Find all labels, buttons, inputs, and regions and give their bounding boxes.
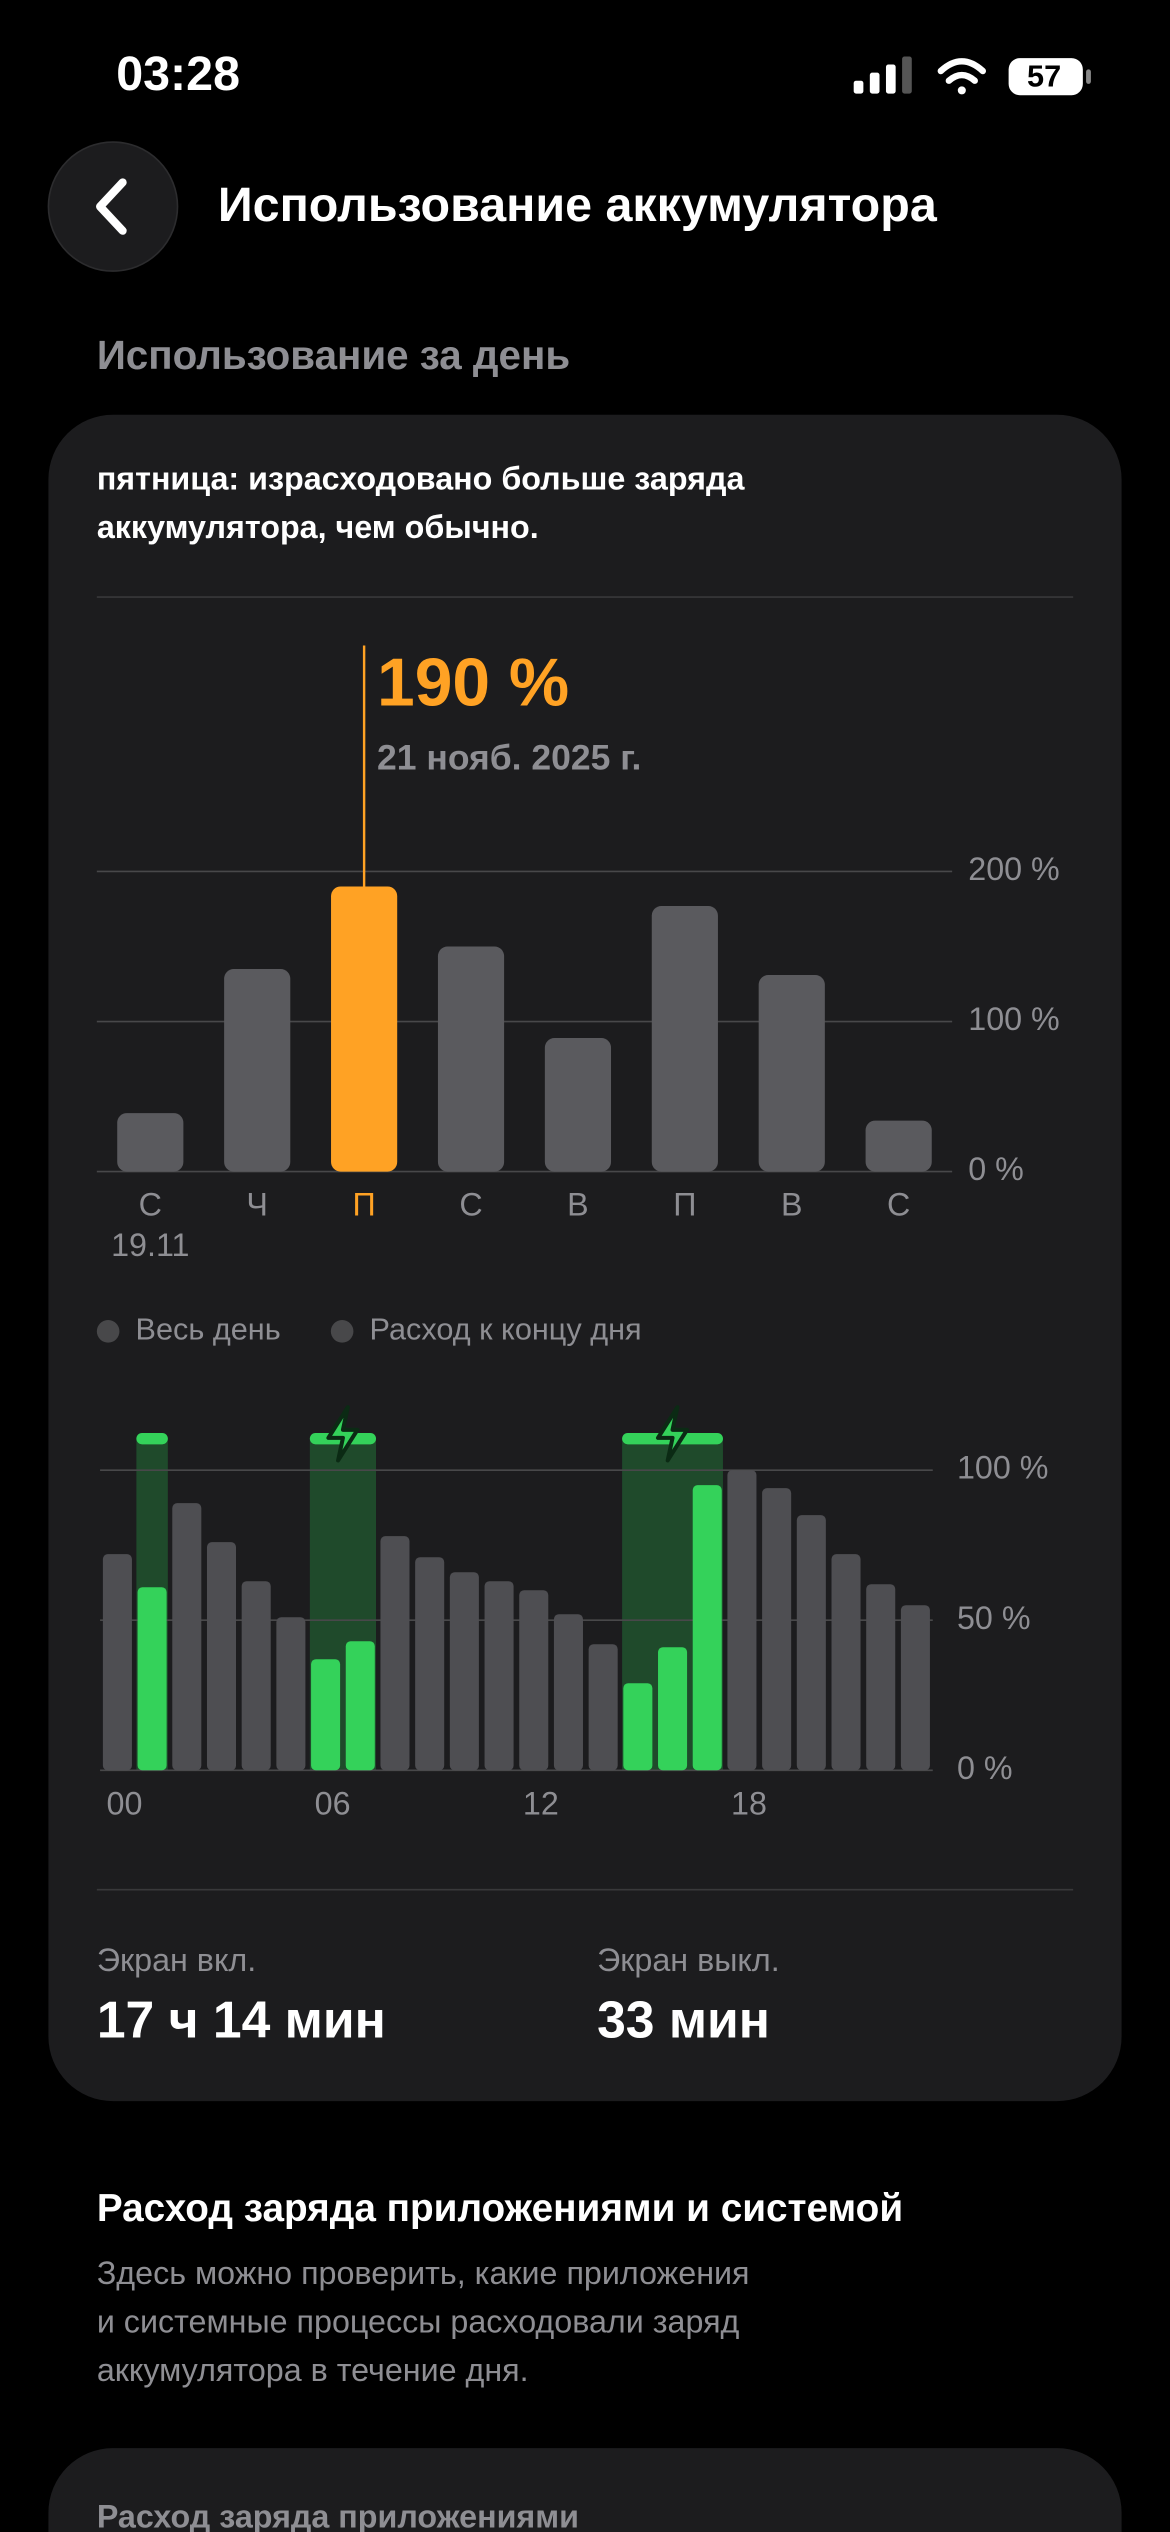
bar	[241, 1581, 271, 1771]
bar	[102, 1554, 132, 1771]
x-tick-label: Ч	[246, 1187, 268, 1223]
screen-off-value: 33 мин	[597, 1990, 770, 2048]
note-line: аккумулятора, чем обычно.	[97, 509, 539, 545]
apps-description: и системные процессы расходовали заряд	[97, 2303, 740, 2339]
status-time: 03:28	[116, 47, 240, 101]
section-title: Использование за день	[97, 332, 570, 378]
apps-card-title: Расход заряда приложениями	[97, 2499, 579, 2532]
apps-title: Расход заряда приложениями и системой	[97, 2187, 903, 2230]
usage-card	[48, 414, 1122, 2102]
battery-level: 57	[1027, 59, 1061, 93]
apps-description: Здесь можно проверить, какие приложения	[97, 2255, 750, 2291]
bar	[831, 1554, 861, 1771]
bar	[311, 1659, 341, 1771]
x-tick-label: С	[459, 1187, 482, 1223]
bar	[137, 1587, 167, 1771]
x-tick-label: В	[567, 1187, 589, 1223]
bar	[865, 1120, 932, 1172]
bar	[345, 1641, 375, 1771]
bar	[758, 974, 825, 1172]
bar	[553, 1614, 583, 1771]
bar	[588, 1644, 618, 1771]
bar	[206, 1542, 237, 1771]
bar	[437, 946, 505, 1172]
bar	[727, 1470, 757, 1771]
x-tick-label: С	[887, 1187, 910, 1223]
bar	[866, 1584, 896, 1771]
battery-icon	[1008, 58, 1083, 96]
y-tick-label: 100 %	[957, 1450, 1048, 1486]
bar	[224, 968, 291, 1172]
legend-dot	[96, 1320, 120, 1343]
charging-bolt	[656, 1405, 690, 1463]
value-label: 190 %	[377, 645, 569, 720]
y-tick-label: 100 %	[968, 1001, 1059, 1037]
x-tick-label: В	[781, 1187, 803, 1223]
annotation-date: 21 нояб. 2025 г.	[377, 737, 641, 777]
legend-dot	[330, 1320, 354, 1343]
legend-label: Весь день	[136, 1312, 281, 1346]
bar	[380, 1536, 410, 1771]
bar	[900, 1605, 930, 1771]
apps-description: аккумулятора в течение дня.	[97, 2352, 529, 2388]
bar	[331, 886, 398, 1172]
screen-on-label: Экран вкл.	[97, 1942, 256, 1978]
bar	[544, 1038, 612, 1172]
bar	[651, 905, 718, 1172]
wifi-icon	[937, 58, 987, 95]
legend-label: Расход к концу дня	[370, 1312, 642, 1346]
x-tick-label: П	[353, 1187, 376, 1223]
x-tick-label: 18	[731, 1785, 767, 1821]
apps-card	[48, 2448, 1122, 2532]
screen-off-label: Экран выкл.	[597, 1942, 780, 1978]
bar	[762, 1488, 792, 1771]
screen-on-value: 17 ч 14 мин	[97, 1990, 386, 2048]
charging-cap	[136, 1433, 168, 1445]
bar	[484, 1581, 514, 1771]
x-tick-label: 06	[315, 1785, 351, 1821]
x-tick-label: С	[139, 1187, 162, 1223]
x-tick-label: П	[673, 1187, 696, 1223]
bar	[658, 1647, 688, 1771]
bar	[796, 1515, 826, 1771]
y-tick-label: 50 %	[957, 1600, 1031, 1636]
x-tick-label: 12	[523, 1785, 559, 1821]
bar	[519, 1590, 549, 1771]
back-button[interactable]	[47, 141, 179, 272]
bar	[692, 1485, 722, 1771]
x-date-label: 19.11	[111, 1227, 189, 1263]
page-title: Использование аккумулятора	[218, 178, 938, 232]
bar	[117, 1113, 184, 1172]
bar	[623, 1683, 653, 1771]
bar	[172, 1503, 202, 1771]
battery-tip	[1086, 69, 1091, 84]
bar	[415, 1557, 445, 1771]
bar	[449, 1572, 479, 1771]
x-tick-label: 00	[107, 1785, 143, 1821]
bar	[276, 1617, 306, 1771]
y-tick-label: 200 %	[968, 851, 1059, 887]
y-tick-label: 0 %	[957, 1750, 1013, 1786]
signal-icon	[853, 56, 912, 94]
y-tick-label: 0 %	[968, 1151, 1024, 1187]
note-line: пятница: израсходовано больше заряда	[97, 460, 746, 496]
back-chevron	[96, 178, 127, 235]
charging-bolt	[326, 1405, 360, 1463]
